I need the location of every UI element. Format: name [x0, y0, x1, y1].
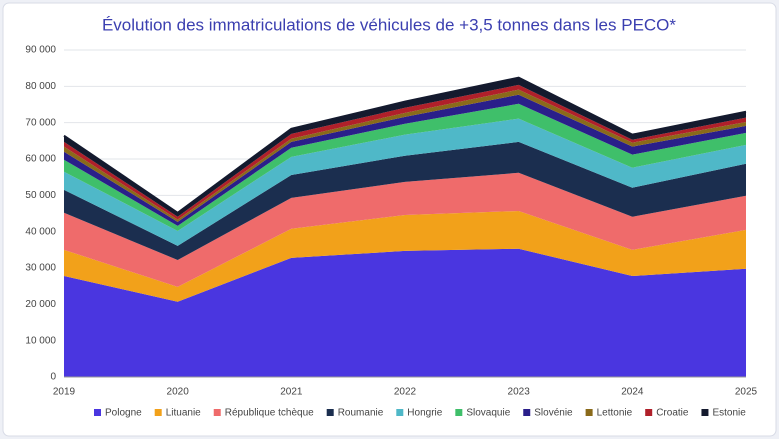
chart-title: Évolution des immatriculations de véhicu…: [102, 15, 676, 34]
area: [64, 77, 746, 217]
y-tick-label: 40 000: [25, 226, 56, 237]
legend-swatch: [455, 409, 463, 416]
legend-swatch: [396, 409, 404, 416]
x-tick-label: 2023: [508, 387, 531, 398]
y-tick-label: 80 000: [25, 81, 56, 92]
x-tick-label: 2022: [394, 387, 417, 398]
area: [64, 94, 746, 226]
y-tick-label: 50 000: [25, 190, 56, 201]
legend-swatch: [326, 409, 334, 416]
legend-swatch: [523, 409, 531, 416]
legend-label: Roumanie: [338, 408, 384, 419]
legend-label: Pologne: [105, 408, 142, 419]
y-tick-label: 90 000: [25, 45, 56, 56]
y-tick-label: 30 000: [25, 263, 56, 274]
legend-label: Hongrie: [407, 408, 442, 419]
x-tick-label: 2020: [167, 387, 190, 398]
legend-label: Lettonie: [597, 408, 633, 419]
legend-swatch: [701, 409, 709, 416]
legend-swatch: [94, 409, 101, 416]
y-tick-label: 20 000: [25, 299, 56, 310]
y-tick-label: 0: [50, 372, 56, 383]
y-tick-label: 60 000: [25, 154, 56, 165]
x-tick-label: 2024: [621, 387, 644, 398]
legend-swatch: [645, 409, 653, 416]
y-tick-label: 70 000: [25, 117, 56, 128]
y-tick-label: 10 000: [25, 335, 56, 346]
legend-label: Lituanie: [166, 408, 201, 419]
area: [64, 84, 746, 220]
legend-label: Slovénie: [534, 408, 573, 419]
area: [64, 89, 746, 222]
x-tick-label: 2021: [280, 387, 303, 398]
legend-label: Croatie: [656, 408, 689, 419]
area: [64, 248, 746, 377]
x-tick-label: 2019: [53, 387, 76, 398]
area: [64, 118, 746, 246]
legend-swatch: [213, 409, 221, 416]
area: [64, 103, 746, 231]
legend-swatch: [154, 409, 162, 416]
area: [64, 141, 746, 261]
legend-label: République tchèque: [225, 408, 314, 419]
legend-label: Estonie: [712, 408, 746, 419]
area: [64, 210, 746, 302]
legend-label: Slovaquie: [466, 408, 510, 419]
x-tick-label: 2025: [735, 387, 758, 398]
outline: [63, 76, 747, 214]
legend-swatch: [585, 409, 593, 416]
area: [64, 172, 746, 287]
